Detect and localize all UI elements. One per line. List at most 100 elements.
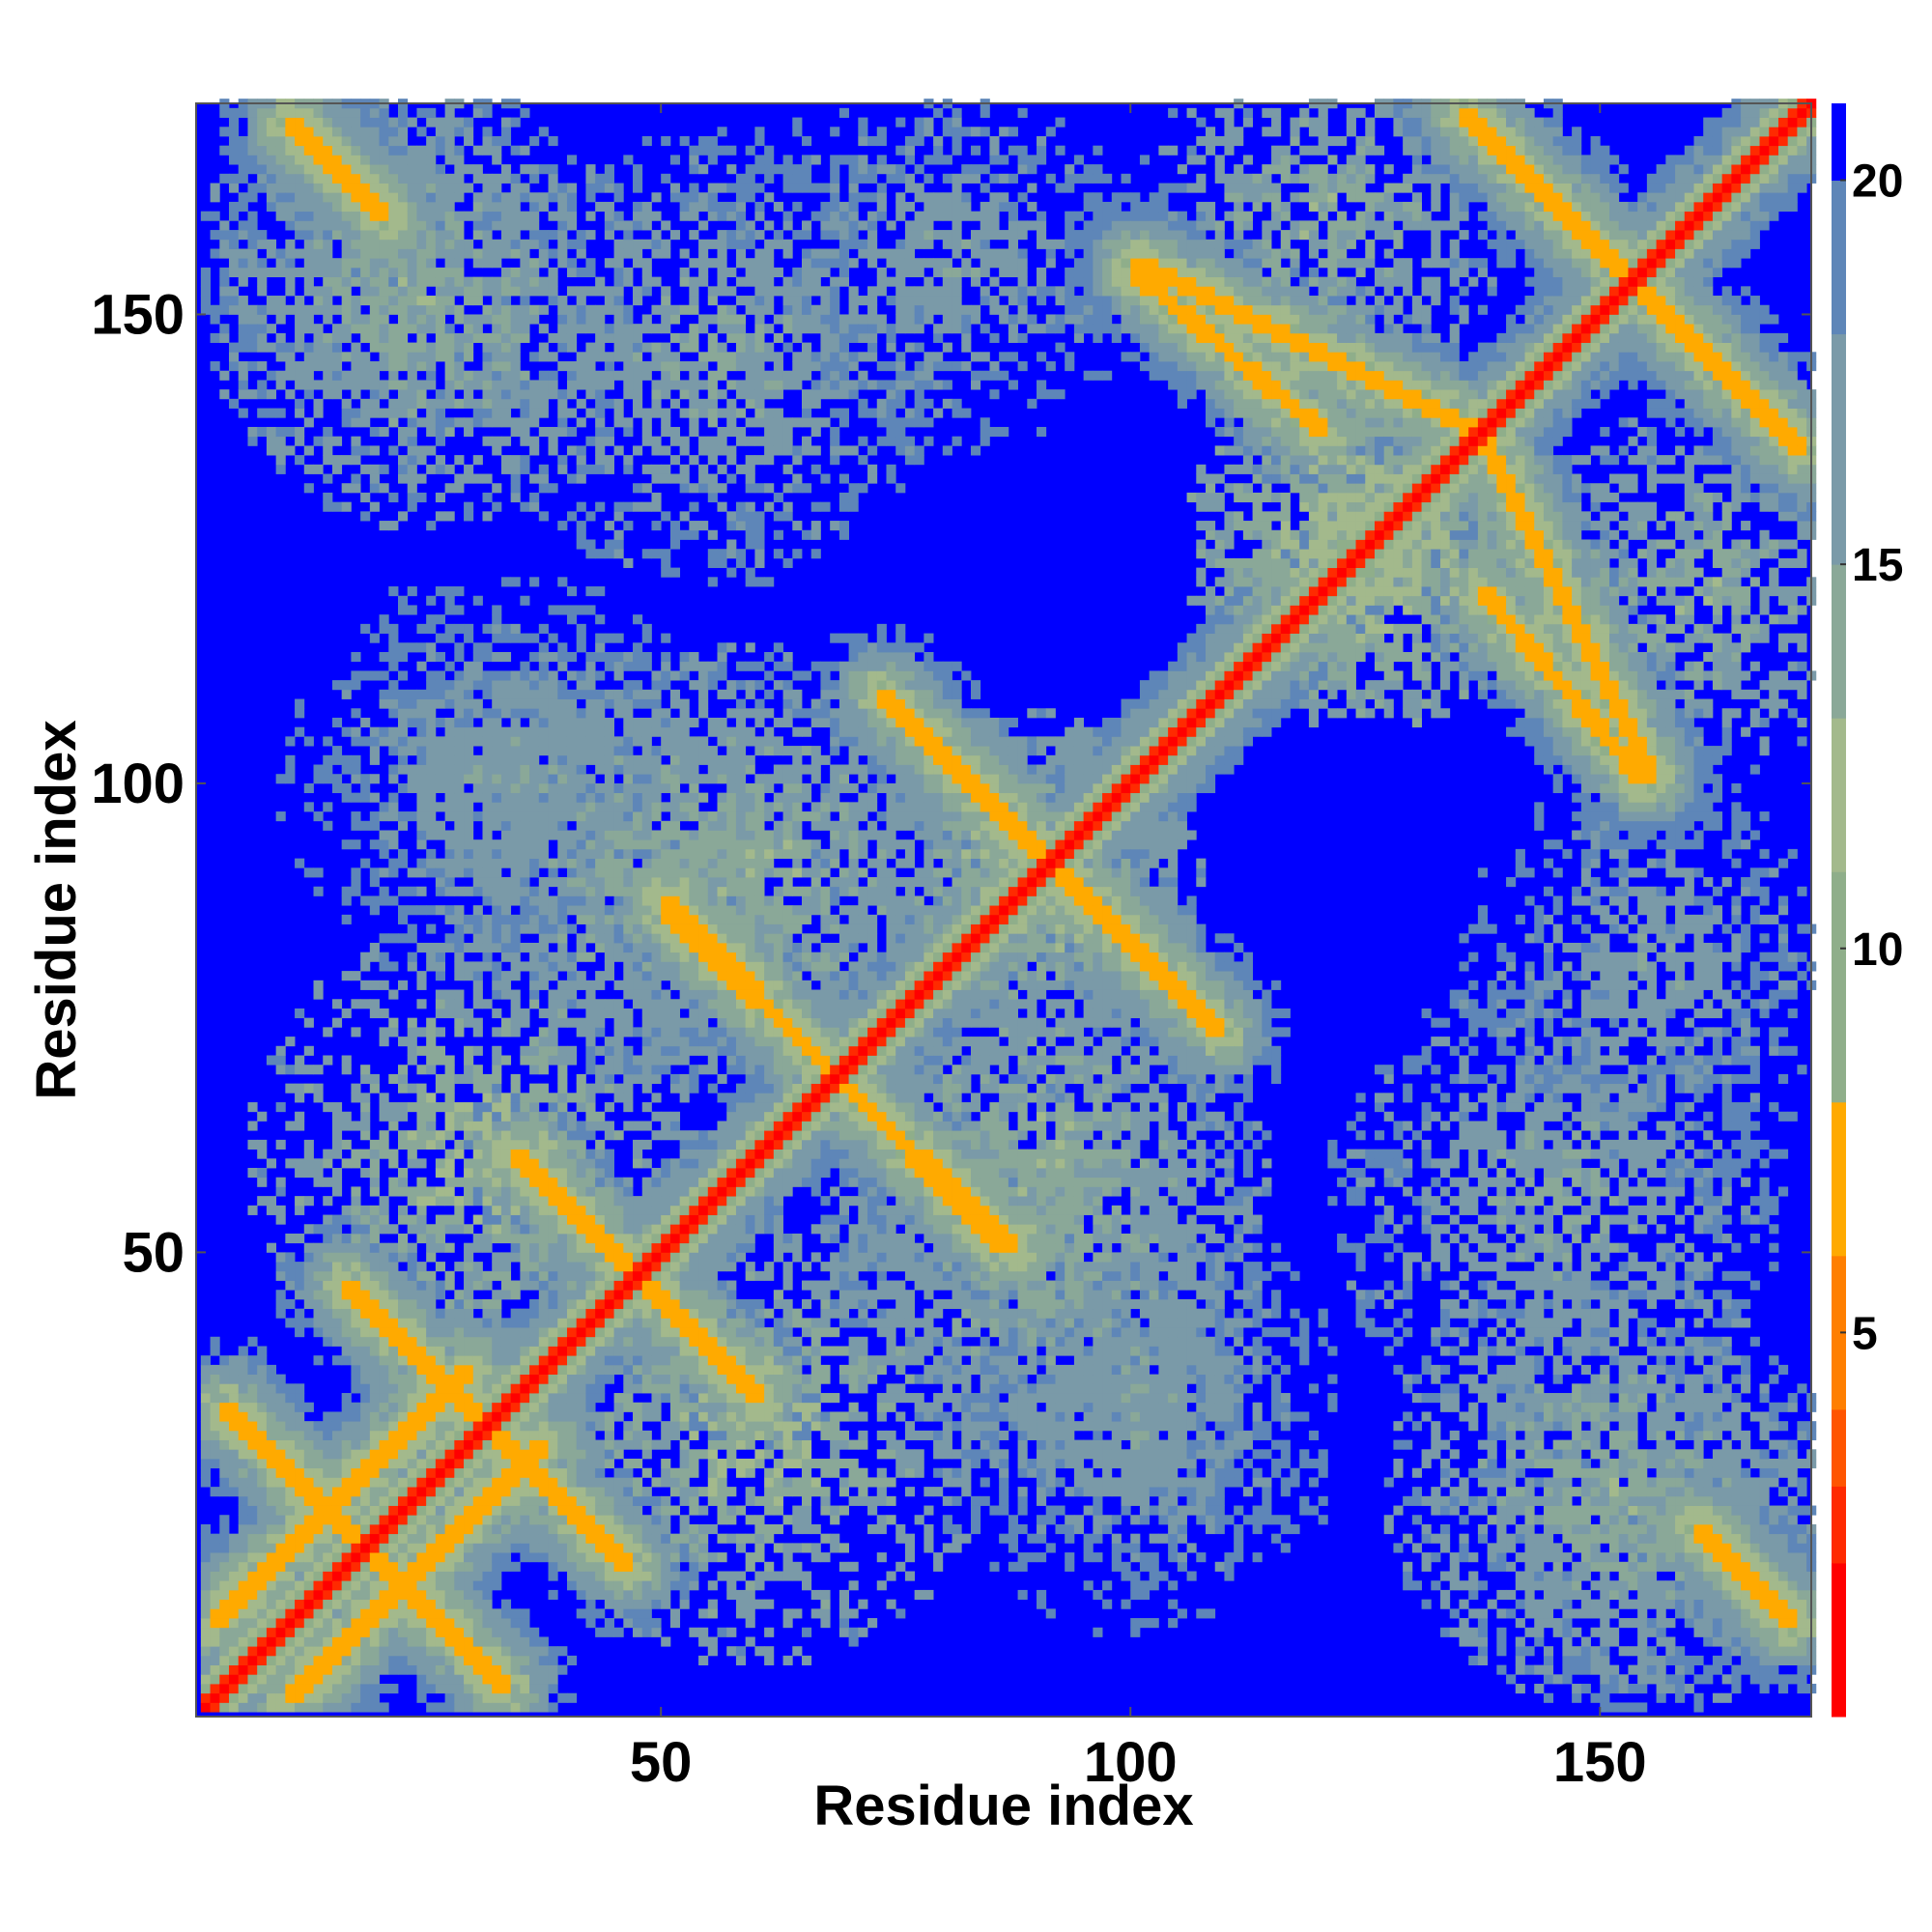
heatmap-cell [510, 1205, 521, 1215]
heatmap-cell [585, 1561, 596, 1572]
heatmap-cell [229, 1533, 240, 1544]
heatmap-cell [595, 304, 606, 315]
heatmap-cell [285, 286, 296, 297]
heatmap-cell [303, 145, 314, 156]
heatmap-cell [538, 764, 549, 775]
heatmap-cell [510, 1186, 521, 1197]
heatmap-cell [500, 1523, 512, 1535]
heatmap-cell [566, 1402, 578, 1412]
heatmap-cell [613, 923, 624, 934]
heatmap-cell [360, 296, 371, 306]
heatmap-cell [548, 1655, 558, 1665]
heatmap-cell [351, 248, 361, 259]
heatmap-cell [379, 886, 389, 896]
heatmap-cell [510, 173, 521, 184]
heatmap-cell [341, 370, 352, 381]
heatmap-cell [379, 867, 389, 878]
heatmap-cell [548, 1515, 558, 1525]
heatmap-cell [464, 1346, 474, 1356]
heatmap-cell [416, 1027, 427, 1037]
heatmap-cell [313, 135, 324, 147]
heatmap-cell [464, 1449, 474, 1460]
heatmap-cell [407, 1449, 417, 1460]
heatmap-cell [416, 492, 427, 503]
heatmap-cell [210, 1702, 220, 1713]
heatmap-cell [388, 933, 399, 944]
heatmap-cell [633, 1571, 643, 1581]
heatmap-cell [323, 1702, 333, 1713]
heatmap-cell [444, 1627, 455, 1637]
heatmap-cell [595, 324, 606, 334]
heatmap-cell [426, 1411, 437, 1422]
heatmap-cell [472, 1262, 483, 1272]
heatmap-cell [520, 1477, 530, 1488]
heatmap-cell [229, 1421, 240, 1432]
heatmap-cell [595, 586, 606, 597]
heatmap-cell [331, 1543, 343, 1553]
heatmap-cell [369, 473, 380, 484]
heatmap-cell [464, 754, 474, 765]
heatmap-cell [613, 183, 624, 193]
heatmap-cell [398, 155, 409, 165]
heatmap-cell [566, 426, 578, 438]
heatmap-cell [351, 239, 361, 249]
heatmap-cell [510, 1027, 521, 1037]
heatmap-cell [454, 455, 465, 466]
heatmap-cell [398, 201, 409, 213]
heatmap-cell [529, 1515, 540, 1525]
heatmap-cell [566, 1121, 578, 1131]
heatmap-cell [454, 483, 465, 494]
heatmap-cell [369, 342, 380, 353]
heatmap-cell [435, 1467, 445, 1478]
heatmap-cell [576, 1121, 586, 1131]
heatmap-cell [538, 680, 549, 691]
heatmap-cell [510, 1487, 521, 1497]
heatmap-cell [416, 304, 427, 315]
heatmap-cell [351, 1515, 361, 1525]
heatmap-cell [407, 1543, 417, 1553]
heatmap-cell [275, 1374, 286, 1384]
heatmap-cell [613, 352, 624, 362]
heatmap-cell [295, 127, 305, 137]
heatmap-cell [247, 127, 258, 137]
heatmap-cell [548, 1280, 558, 1291]
heatmap-cell [557, 1186, 568, 1197]
heatmap-cell [266, 1599, 277, 1609]
heatmap-cell [275, 1552, 286, 1563]
heatmap-cell [313, 201, 324, 213]
heatmap-cell [388, 1571, 399, 1581]
heatmap-cell [557, 1242, 568, 1253]
heatmap-cell [379, 426, 389, 438]
heatmap-cell [360, 1692, 371, 1703]
heatmap-cell [510, 858, 521, 868]
heatmap-cell [247, 1467, 258, 1478]
heatmap-cell [623, 1402, 634, 1412]
heatmap-cell [238, 164, 248, 175]
heatmap-cell [219, 304, 230, 315]
heatmap-cell [229, 1674, 240, 1685]
heatmap-cell [275, 296, 286, 306]
heatmap-cell [557, 1561, 568, 1572]
heatmap-cell [472, 192, 483, 203]
heatmap-cell [472, 248, 483, 259]
heatmap-cell [388, 1664, 399, 1675]
heatmap-cell [323, 1055, 333, 1065]
heatmap-cell [426, 1093, 437, 1103]
heatmap-cell [369, 754, 380, 765]
heatmap-cell [295, 436, 305, 446]
heatmap-cell [407, 1055, 417, 1065]
heatmap-cell [398, 1374, 409, 1384]
heatmap-cell [576, 1477, 586, 1488]
heatmap-cell [407, 211, 417, 221]
heatmap-cell [388, 1262, 399, 1272]
heatmap-cell [266, 173, 277, 184]
heatmap-cell [360, 1242, 371, 1253]
heatmap-cell [210, 1533, 220, 1544]
heatmap-cell [595, 764, 606, 775]
heatmap-cell [388, 1017, 399, 1028]
heatmap-cell [313, 155, 324, 165]
heatmap-cell [266, 1411, 277, 1422]
heatmap-cell [482, 1336, 493, 1347]
heatmap-cell [426, 905, 437, 916]
heatmap-cell [510, 455, 521, 466]
